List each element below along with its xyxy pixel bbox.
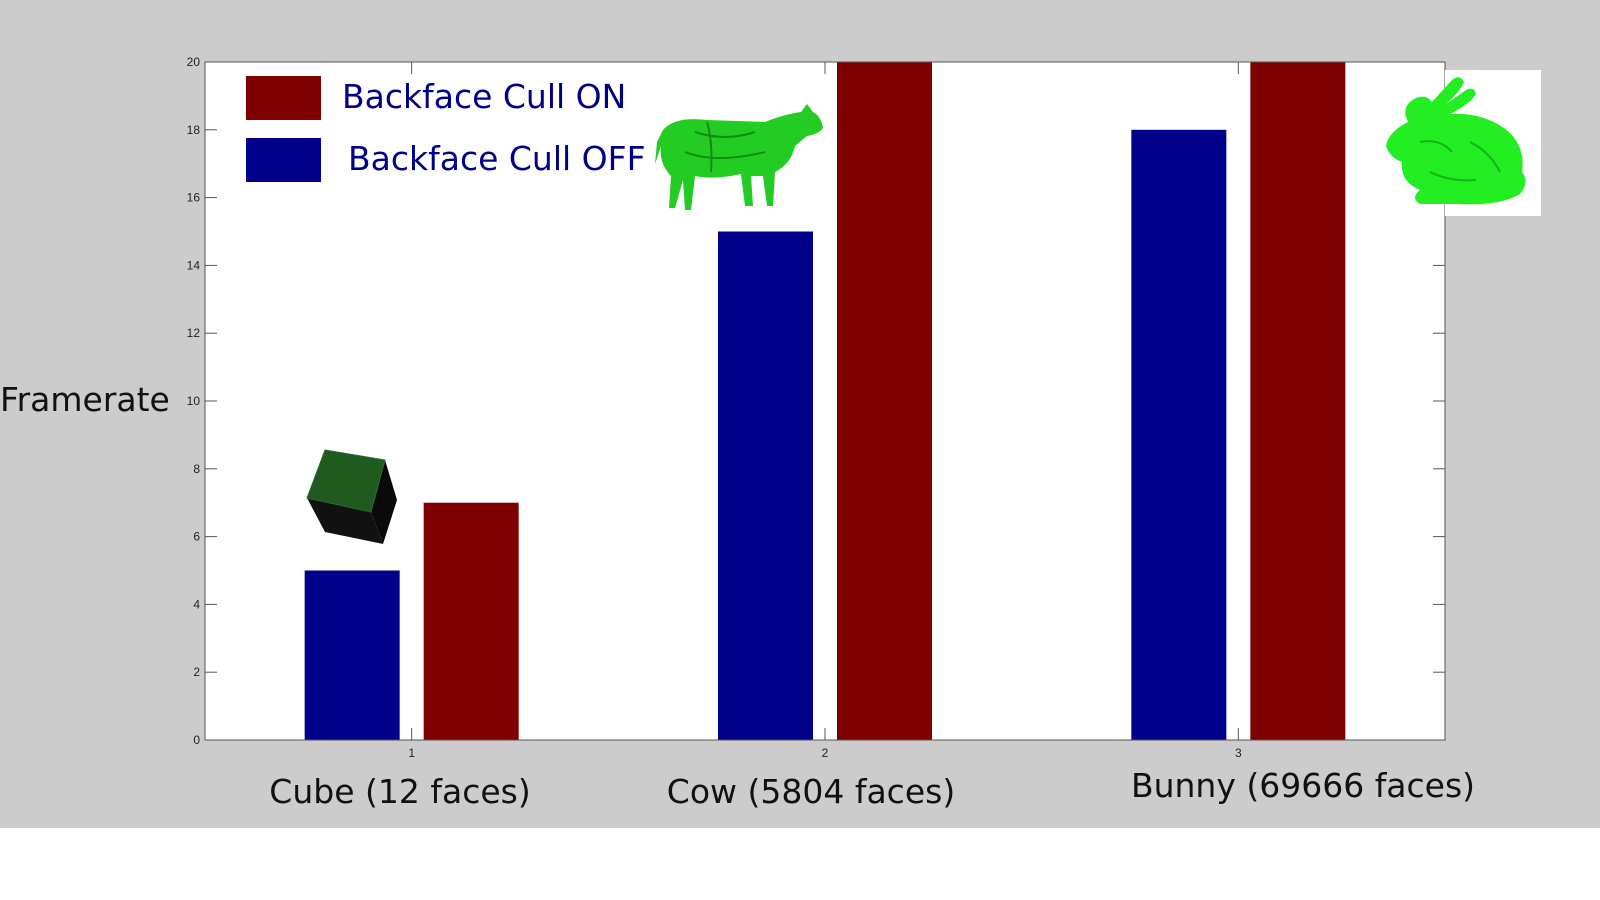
bars [304,62,1346,741]
category-label-cube: Cube (12 faces) [269,772,531,811]
axes-border [204,61,1446,741]
cube-icon [306,449,397,544]
category-label-bunny: Bunny (69666 faces) [1130,766,1476,805]
bunny-icon [1386,77,1526,205]
y-tick-label: 10 [187,394,201,408]
legend-label-off: Backface Cull OFF [348,139,646,178]
y-tick-label: 16 [187,191,201,205]
legend-label-on: Backface Cull ON [342,77,627,116]
x-tick-label: 2 [822,746,829,760]
y-tick-label: 14 [187,258,201,272]
x-axis-ticks: 1 2 3 [408,62,1242,760]
y-tick-label: 18 [187,123,201,137]
y-tick-label: 20 [187,55,201,69]
bar-cull-off-2 [718,231,813,740]
y-tick-label: 0 [193,733,200,747]
y-tick-label: 2 [193,665,200,679]
legend-swatch-off [246,138,321,182]
axes-box [204,61,1446,741]
x-tick-label: 3 [1235,746,1242,760]
y-axis-label: Framerate [0,380,170,419]
bar-cull-off-1 [304,570,400,740]
y-tick-label: 12 [187,326,201,340]
bar-cull-off-3 [1131,129,1227,741]
legend-swatch-on [246,76,321,120]
cow-icon [655,104,823,210]
bar-cull-on-1 [423,502,519,740]
category-label-cow: Cow (5804 faces) [666,772,956,811]
x-tick-label: 1 [408,746,415,760]
bar-cull-on-3 [1250,62,1346,740]
y-axis-ticks: 0 2 4 6 8 10 12 14 16 18 20 [187,55,1445,747]
y-tick-label: 6 [193,530,200,544]
bar-cull-on-2 [837,62,932,740]
y-tick-label: 4 [193,597,200,611]
y-tick-label: 8 [193,462,200,476]
